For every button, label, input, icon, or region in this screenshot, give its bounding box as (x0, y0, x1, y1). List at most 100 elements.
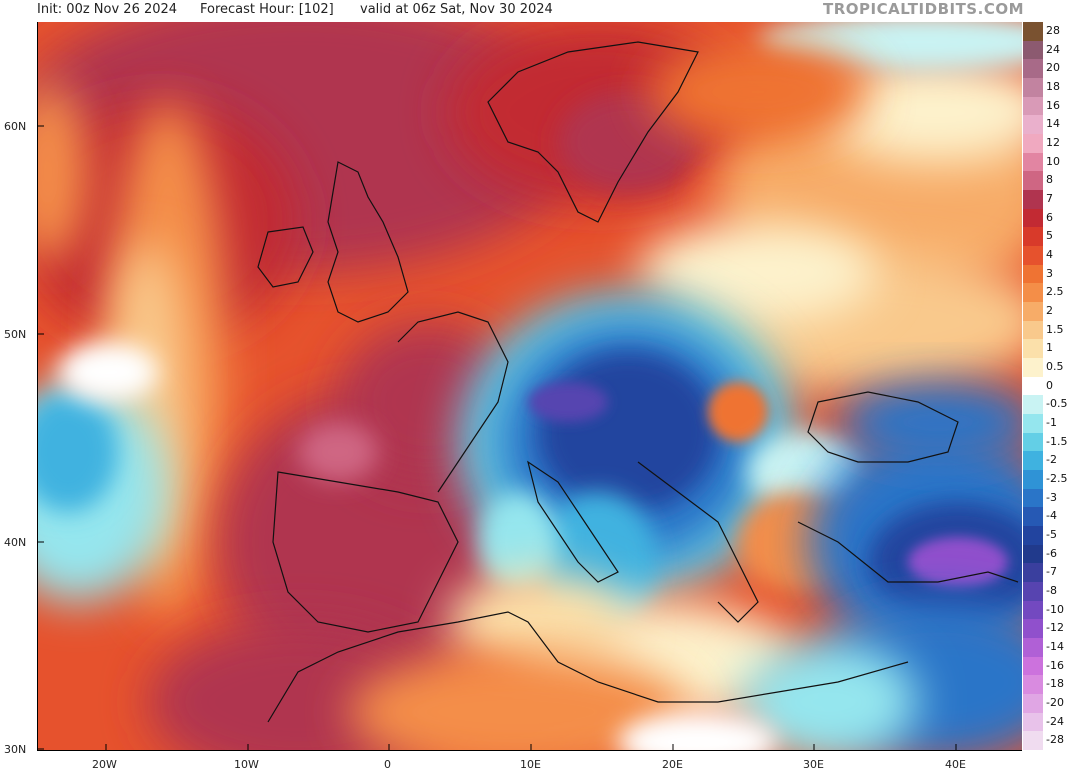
legend-label: 4 (1046, 248, 1053, 261)
color-legend: 28 24 20 18 16 14 12 10 8 7 6 5 4 3 2.5 2 1.5 1 0.5 0 -0.5 -1… (1023, 22, 1080, 750)
legend-label: -8 (1046, 584, 1057, 597)
legend-item: 2.5 (1023, 283, 1080, 302)
legend-item: -8 (1023, 582, 1080, 601)
legend-swatch (1023, 152, 1043, 172)
legend-label: -7 (1046, 565, 1057, 579)
legend-label: 28 (1046, 24, 1060, 37)
legend-item: 12 (1023, 134, 1080, 153)
legend-label: -24 (1046, 714, 1064, 728)
legend-label: -12 (1046, 621, 1064, 635)
lon-label-10e: 10E (520, 758, 541, 771)
legend-item: -1 (1023, 414, 1080, 433)
legend-swatch (1023, 283, 1043, 302)
legend-swatch (1023, 59, 1043, 78)
legend-item: 20 (1023, 59, 1080, 78)
legend-label: -0.5 (1046, 397, 1068, 411)
legend-swatch (1023, 190, 1043, 209)
axis-ticks (38, 125, 957, 750)
legend-item: 6 (1023, 208, 1080, 228)
legend-swatch (1023, 488, 1043, 508)
legend-label: 6 (1046, 210, 1053, 224)
header-bar: Init: 00z Nov 26 2024 Forecast Hour: [10… (0, 0, 1080, 22)
legend-item: -14 (1023, 638, 1080, 657)
legend-swatch (1023, 22, 1043, 41)
legend-swatch (1023, 115, 1043, 134)
legend-label: -6 (1046, 546, 1057, 560)
legend-swatch (1023, 320, 1043, 340)
legend-label: 8 (1046, 173, 1053, 187)
legend-swatch (1023, 470, 1043, 489)
legend-swatch (1023, 171, 1043, 190)
legend-label: 16 (1046, 98, 1060, 112)
legend-swatch (1023, 582, 1043, 601)
lon-label-40e: 40E (945, 758, 966, 771)
legend-label: -20 (1046, 696, 1064, 709)
legend-item: -28 (1023, 731, 1080, 750)
legend-swatch (1023, 712, 1043, 732)
legend-label: -4 (1046, 509, 1057, 523)
legend-item: 24 (1023, 40, 1080, 60)
legend-item: 4 (1023, 246, 1080, 265)
legend-item: 1 (1023, 339, 1080, 358)
legend-item: -4 (1023, 507, 1080, 526)
legend-swatch (1023, 675, 1043, 694)
legend-label: -16 (1046, 658, 1064, 672)
legend-swatch (1023, 414, 1043, 433)
legend-item: -2.5 (1023, 470, 1080, 489)
legend-item: 18 (1023, 78, 1080, 97)
legend-label: 3 (1046, 266, 1053, 280)
legend-swatch (1023, 544, 1043, 564)
legend-label: 0 (1046, 378, 1053, 392)
legend-label: 0.5 (1046, 360, 1064, 373)
legend-swatch (1023, 227, 1043, 246)
legend-swatch (1023, 78, 1043, 97)
legend-label: -18 (1046, 677, 1064, 691)
legend-item: -2 (1023, 451, 1080, 470)
coastlines (257, 41, 1019, 723)
legend-swatch (1023, 526, 1043, 545)
legend-item: -20 (1023, 694, 1080, 713)
legend-item: -16 (1023, 656, 1080, 676)
legend-swatch (1023, 563, 1043, 582)
anomaly-field (38, 22, 1022, 750)
legend-item: 2 (1023, 302, 1080, 321)
legend-label: -5 (1046, 528, 1057, 541)
lon-label-20e: 20E (662, 758, 683, 771)
legend-item: -5 (1023, 526, 1080, 545)
legend-item: 0.5 (1023, 358, 1080, 377)
legend-swatch (1023, 395, 1043, 414)
legend-label: 2.5 (1046, 285, 1064, 299)
legend-swatch (1023, 432, 1043, 452)
legend-label: -2.5 (1046, 472, 1068, 485)
lat-label-40n: 40N (4, 536, 27, 549)
legend-label: -14 (1046, 640, 1064, 653)
lon-label-30e: 30E (803, 758, 824, 771)
legend-swatch (1023, 264, 1043, 284)
legend-swatch (1023, 731, 1043, 750)
legend-item: 8 (1023, 171, 1080, 190)
legend-label: -1.5 (1046, 434, 1068, 448)
legend-label: -3 (1046, 490, 1057, 504)
legend-swatch (1023, 694, 1043, 713)
legend-label: 18 (1046, 80, 1060, 93)
legend-item: 10 (1023, 152, 1080, 172)
legend-swatch (1023, 208, 1043, 228)
legend-label: -28 (1046, 733, 1064, 747)
lon-label-20w: 20W (92, 758, 117, 771)
legend-item: -0.5 (1023, 395, 1080, 414)
anomaly-map[interactable] (37, 22, 1022, 751)
legend-label: 20 (1046, 61, 1060, 75)
legend-swatch (1023, 96, 1043, 116)
legend-swatch (1023, 376, 1043, 396)
brand-logo-text[interactable]: TROPICALTIDBITS.COM (823, 0, 1024, 18)
legend-item: -12 (1023, 619, 1080, 638)
legend-swatch (1023, 40, 1043, 60)
legend-label: -1 (1046, 416, 1057, 429)
legend-swatch (1023, 451, 1043, 470)
legend-item: -1.5 (1023, 432, 1080, 452)
legend-swatch (1023, 619, 1043, 638)
lon-label-0: 0 (384, 758, 391, 771)
legend-item: 28 (1023, 22, 1080, 41)
legend-item: 5 (1023, 227, 1080, 246)
legend-item: -10 (1023, 600, 1080, 620)
